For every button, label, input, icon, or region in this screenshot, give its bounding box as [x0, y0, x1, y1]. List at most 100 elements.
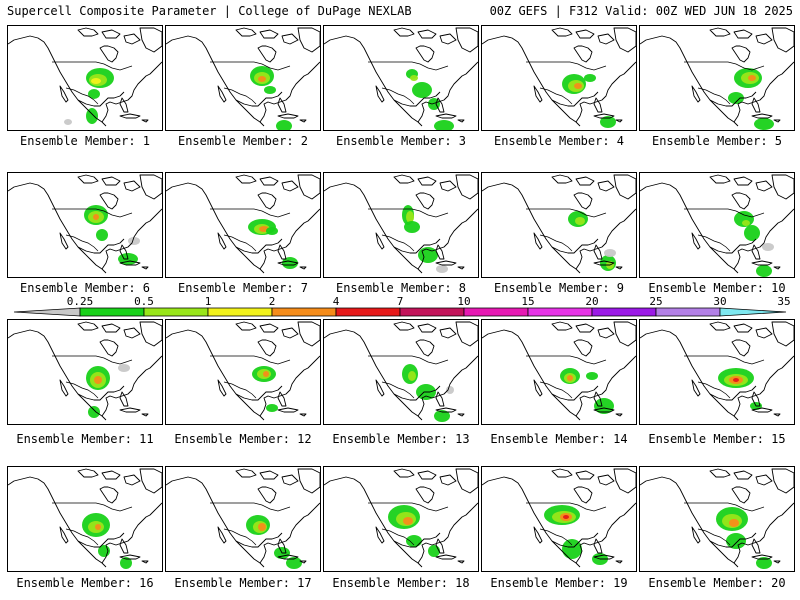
ensemble-member-label: Ensemble Member: 3 — [335, 134, 467, 148]
colorbar-tick-label: 1 — [205, 296, 212, 308]
scp-contour — [726, 533, 746, 549]
ensemble-map-8 — [323, 172, 479, 278]
colorbar-tick-label: 4 — [333, 296, 340, 308]
coastline — [324, 27, 478, 127]
scp-contour — [64, 119, 72, 125]
colorbar-swatch — [207, 307, 273, 317]
country-borders — [526, 208, 607, 252]
scp-field — [250, 66, 292, 130]
coastline — [166, 468, 320, 568]
colorbar-tick-label: 0.5 — [134, 296, 154, 308]
ensemble-map-6 — [7, 172, 163, 278]
scp-contour — [93, 214, 99, 220]
ensemble-member-label: Ensemble Member: 17 — [174, 576, 312, 590]
ensemble-map-3 — [323, 25, 479, 131]
colorbar-tick-label: 10 — [457, 296, 470, 308]
colorbar-tick-label: 15 — [521, 296, 534, 308]
colorbar-swatch — [527, 307, 593, 317]
country-borders — [210, 355, 291, 399]
scp-contour — [406, 535, 422, 547]
ensemble-member-label: Ensemble Member: 7 — [177, 281, 309, 295]
ensemble-map-17 — [165, 466, 321, 572]
scp-contour — [120, 557, 132, 569]
ensemble-map-1 — [7, 25, 163, 131]
scp-contour — [428, 545, 440, 557]
scp-contour — [403, 517, 413, 525]
scp-contour — [406, 211, 414, 223]
ensemble-member-label: Ensemble Member: 12 — [174, 432, 312, 446]
country-borders — [368, 61, 449, 105]
scp-contour — [282, 257, 298, 269]
coastline — [640, 27, 794, 127]
scp-contour — [594, 398, 614, 414]
scp-field — [718, 368, 762, 410]
ensemble-member-label: Ensemble Member: 8 — [335, 281, 467, 295]
scp-contour — [733, 378, 739, 382]
country-borders — [210, 208, 291, 252]
scp-contour — [742, 220, 750, 226]
ensemble-map-19 — [481, 466, 637, 572]
scp-contour — [762, 243, 774, 251]
ensemble-map-13 — [323, 319, 479, 425]
scp-contour — [404, 221, 420, 233]
scp-contour — [266, 227, 278, 235]
coastline — [482, 321, 636, 421]
scp-contour — [744, 225, 760, 241]
scp-field — [560, 368, 614, 414]
ensemble-member-label: Ensemble Member: 19 — [490, 576, 628, 590]
scp-contour — [604, 249, 616, 257]
scp-contour — [96, 229, 108, 241]
scp-field — [64, 68, 114, 125]
scp-contour — [756, 557, 772, 569]
scp-field — [252, 366, 278, 412]
ensemble-map-2 — [165, 25, 321, 131]
coastline — [640, 321, 794, 421]
country-borders — [684, 502, 765, 546]
scp-contour — [86, 108, 98, 124]
ensemble-member-label: Ensemble Member: 1 — [19, 134, 151, 148]
coastline — [8, 468, 162, 568]
country-borders — [368, 502, 449, 546]
ensemble-map-9 — [481, 172, 637, 278]
scp-contour — [748, 75, 756, 81]
scp-contour — [410, 75, 418, 81]
ensemble-member-label: Ensemble Member: 13 — [332, 432, 470, 446]
ensemble-member-label: Ensemble Member: 9 — [493, 281, 625, 295]
ensemble-map-15 — [639, 319, 795, 425]
coastline — [166, 174, 320, 274]
colorbar-swatch — [655, 307, 721, 317]
country-borders — [52, 502, 133, 546]
scp-field — [562, 74, 616, 128]
country-borders — [368, 355, 449, 399]
coastline — [640, 468, 794, 568]
scp-contour — [258, 523, 266, 531]
scp-contour — [586, 372, 598, 380]
scp-contour — [91, 78, 101, 84]
colorbar-swatch — [399, 307, 465, 317]
scp-contour — [276, 120, 292, 130]
ensemble-map-18 — [323, 466, 479, 572]
country-borders — [526, 502, 607, 546]
scp-contour — [446, 386, 454, 394]
scp-field — [248, 219, 298, 269]
colorbar-tick-label: 20 — [585, 296, 598, 308]
colorbar-swatch — [271, 307, 337, 317]
coastline — [8, 27, 162, 127]
valid-time: 00Z GEFS | F312 Valid: 00Z WED JUN 18 20… — [489, 4, 793, 18]
country-borders — [684, 355, 765, 399]
colorbar-swatch — [79, 307, 145, 317]
scp-contour — [264, 86, 276, 94]
country-borders — [210, 61, 291, 105]
scp-field — [86, 364, 130, 418]
coastline — [324, 174, 478, 274]
scp-contour — [128, 237, 140, 245]
ensemble-map-14 — [481, 319, 637, 425]
country-borders — [684, 208, 765, 252]
colorbar-swatch — [591, 307, 657, 317]
scp-contour — [94, 376, 102, 384]
country-borders — [52, 61, 133, 105]
scp-contour — [258, 76, 266, 82]
colorbar-swatch — [719, 307, 787, 317]
coastline — [166, 321, 320, 421]
colorbar-tick-label: 7 — [397, 296, 404, 308]
